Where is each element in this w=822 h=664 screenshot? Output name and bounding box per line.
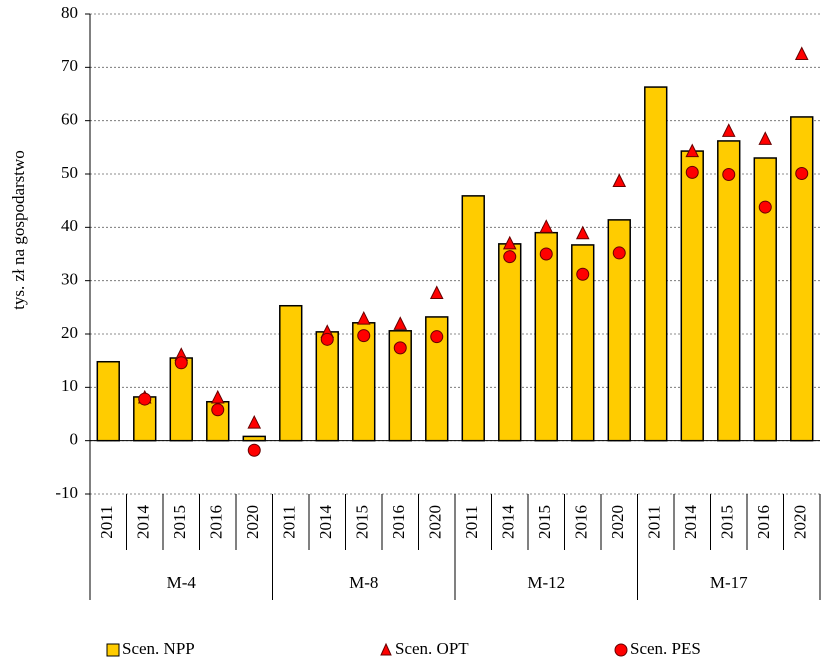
bar bbox=[571, 244, 595, 442]
bar bbox=[388, 330, 412, 442]
x-tick-label: 2020 bbox=[791, 505, 810, 539]
circle-marker bbox=[393, 341, 407, 355]
triangle-marker bbox=[393, 316, 408, 330]
triangle-marker bbox=[502, 235, 517, 250]
bar bbox=[790, 116, 814, 442]
bar bbox=[461, 195, 485, 442]
bar bbox=[717, 140, 741, 442]
bar bbox=[644, 86, 668, 442]
circle-marker bbox=[576, 267, 590, 281]
bar bbox=[680, 150, 704, 442]
circle-marker bbox=[247, 443, 261, 457]
y-tick-label: 10 bbox=[61, 376, 78, 395]
y-tick-label: 0 bbox=[70, 430, 79, 449]
triangle-marker bbox=[758, 131, 773, 145]
bar bbox=[498, 243, 522, 442]
x-tick-label: 2014 bbox=[681, 505, 700, 540]
triangle-marker bbox=[721, 123, 736, 137]
triangle-marker bbox=[612, 173, 627, 187]
circle-marker bbox=[320, 332, 334, 346]
bar bbox=[534, 231, 558, 442]
group-label: M-4 bbox=[167, 573, 197, 592]
circle-marker bbox=[430, 330, 444, 344]
y-tick-label: -10 bbox=[55, 483, 78, 502]
legend-label: Scen. PES bbox=[630, 639, 701, 658]
x-tick-label: 2011 bbox=[97, 505, 116, 538]
bar bbox=[242, 435, 266, 442]
y-tick-label: 70 bbox=[61, 56, 78, 75]
x-tick-label: 2011 bbox=[645, 505, 664, 538]
bar bbox=[169, 357, 193, 442]
group-label: M-8 bbox=[349, 573, 378, 592]
x-tick-label: 2020 bbox=[608, 505, 627, 539]
bar bbox=[279, 304, 303, 442]
y-tick-label: 50 bbox=[61, 163, 78, 182]
circle-marker bbox=[539, 247, 553, 261]
x-tick-label: 2014 bbox=[499, 505, 518, 540]
y-tick-label: 80 bbox=[61, 3, 78, 22]
circle-marker bbox=[174, 356, 188, 370]
bar bbox=[315, 331, 339, 442]
circle-marker bbox=[612, 246, 626, 260]
legend-label: Scen. NPP bbox=[122, 639, 195, 658]
y-tick-label: 20 bbox=[61, 323, 78, 342]
bar bbox=[96, 360, 120, 442]
x-tick-label: 2016 bbox=[207, 505, 226, 539]
triangle-marker bbox=[685, 143, 700, 158]
group-label: M-12 bbox=[527, 573, 565, 592]
circle-marker bbox=[722, 168, 736, 182]
x-tick-label: 2015 bbox=[353, 505, 372, 539]
x-tick-label: 2011 bbox=[462, 505, 481, 538]
x-tick-label: 2015 bbox=[170, 505, 189, 539]
circle-marker bbox=[211, 403, 225, 417]
triangle-marker bbox=[575, 225, 590, 240]
x-tick-label: 2020 bbox=[243, 505, 262, 539]
x-tick-label: 2014 bbox=[316, 505, 335, 540]
triangle-marker bbox=[539, 219, 554, 233]
triangle-marker bbox=[429, 285, 444, 299]
y-tick-label: 40 bbox=[61, 216, 78, 235]
x-tick-label: 2011 bbox=[280, 505, 299, 538]
x-tick-label: 2016 bbox=[754, 505, 773, 539]
triangle-marker bbox=[210, 389, 225, 404]
legend-swatch bbox=[106, 643, 120, 657]
triangle-marker bbox=[794, 46, 809, 61]
y-tick-label: 60 bbox=[61, 110, 78, 129]
y-tick-label: 30 bbox=[61, 270, 78, 289]
circle-marker bbox=[758, 200, 772, 214]
x-tick-label: 2015 bbox=[535, 505, 554, 539]
circle-marker bbox=[138, 392, 152, 406]
x-tick-label: 2020 bbox=[426, 505, 445, 539]
circle-marker bbox=[503, 250, 517, 264]
circle-marker bbox=[685, 165, 699, 179]
circle-marker bbox=[795, 166, 809, 180]
group-label: M-17 bbox=[710, 573, 748, 592]
x-tick-label: 2014 bbox=[134, 505, 153, 540]
legend-swatch bbox=[380, 642, 392, 656]
x-tick-label: 2016 bbox=[389, 505, 408, 539]
x-tick-label: 2016 bbox=[572, 505, 591, 539]
circle-marker bbox=[357, 329, 371, 343]
bar bbox=[607, 219, 631, 442]
legend-swatch bbox=[614, 643, 628, 657]
bar bbox=[425, 316, 449, 442]
triangle-marker bbox=[356, 310, 371, 325]
y-axis-label: tys. zł na gospodarstwo bbox=[9, 150, 28, 310]
bar bbox=[753, 157, 777, 442]
x-tick-label: 2015 bbox=[718, 505, 737, 539]
legend-label: Scen. OPT bbox=[395, 639, 469, 658]
triangle-marker bbox=[247, 414, 262, 429]
